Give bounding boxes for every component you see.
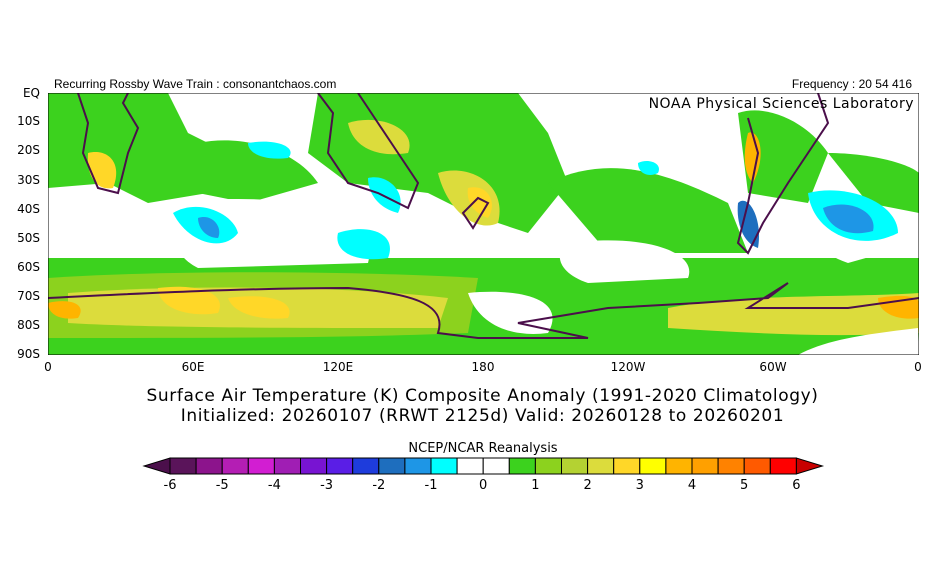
colorbar-swatch bbox=[482, 457, 510, 475]
colorbar-swatch bbox=[743, 457, 771, 475]
x-tick: 60W bbox=[759, 360, 787, 374]
lab-credit: NOAA Physical Sciences Laboratory bbox=[648, 96, 914, 112]
y-tick: 20S bbox=[17, 143, 40, 157]
colorbar-swatch bbox=[508, 457, 536, 475]
positive-anomaly-fill bbox=[48, 93, 919, 355]
colorbar-label: NCEP/NCAR Reanalysis bbox=[408, 441, 558, 456]
x-tick: 120W bbox=[610, 360, 646, 374]
colorbar-swatch bbox=[273, 457, 301, 475]
colorbar-swatch bbox=[352, 457, 380, 475]
colorbar-over-arrow bbox=[795, 457, 825, 475]
colorbar-swatch bbox=[639, 457, 667, 475]
anomaly-map bbox=[48, 93, 919, 355]
colorbar-tick: 0 bbox=[479, 478, 488, 493]
colorbar-tick: 2 bbox=[583, 478, 592, 493]
colorbar-tick: -5 bbox=[215, 478, 229, 493]
colorbar-swatch bbox=[247, 457, 275, 475]
y-tick: 60S bbox=[17, 260, 40, 274]
colorbar-swatch bbox=[665, 457, 693, 475]
map-title: Surface Air Temperature (K) Composite An… bbox=[146, 386, 819, 406]
colorbar-swatch bbox=[561, 457, 589, 475]
y-tick: 50S bbox=[17, 231, 40, 245]
colorbar-under-arrow bbox=[142, 457, 171, 475]
y-tick: 10S bbox=[17, 114, 40, 128]
colorbar-swatch bbox=[691, 457, 719, 475]
colorbar-tick: -1 bbox=[424, 478, 438, 493]
y-tick: 80S bbox=[17, 318, 40, 332]
colorbar-swatch bbox=[534, 457, 562, 475]
colorbar-swatch bbox=[169, 457, 197, 475]
colorbar-tick: -6 bbox=[163, 478, 177, 493]
colorbar-swatch bbox=[326, 457, 354, 475]
x-tick: 0 bbox=[44, 360, 52, 374]
y-tick: EQ bbox=[22, 86, 40, 100]
y-tick: 40S bbox=[17, 202, 40, 216]
colorbar-swatch bbox=[378, 457, 406, 475]
colorbar-swatch bbox=[587, 457, 615, 475]
colorbar-swatch bbox=[195, 457, 223, 475]
negative-anomaly-fill bbox=[173, 141, 898, 260]
x-tick: 120E bbox=[322, 360, 354, 374]
colorbar-swatch bbox=[221, 457, 249, 475]
colorbar-tick: -4 bbox=[267, 478, 281, 493]
source-credit: Recurring Rossby Wave Train : consonantc… bbox=[54, 77, 337, 91]
colorbar-tick: 1 bbox=[531, 478, 540, 493]
colorbar-tick: 5 bbox=[740, 478, 749, 493]
coastlines bbox=[48, 93, 919, 339]
y-tick: 90S bbox=[17, 347, 40, 361]
colorbar-swatch bbox=[769, 457, 797, 475]
colorbar-tick: 4 bbox=[687, 478, 697, 493]
colorbar-tick: 6 bbox=[792, 478, 801, 493]
x-tick: 60E bbox=[181, 360, 205, 374]
frequency-label: Frequency : 20 54 416 bbox=[791, 77, 912, 91]
colorbar-tick: 3 bbox=[635, 478, 644, 493]
x-tick: 180 bbox=[471, 360, 495, 374]
colorbar-swatch bbox=[456, 457, 484, 475]
colorbar-swatch bbox=[300, 457, 328, 475]
colorbar-swatch bbox=[430, 457, 458, 475]
colorbar-tick: -3 bbox=[320, 478, 334, 493]
x-tick: 0 bbox=[914, 360, 922, 374]
colorbar-tick: -2 bbox=[372, 478, 386, 493]
colorbar-swatch bbox=[404, 457, 432, 475]
y-tick: 30S bbox=[17, 173, 40, 187]
colorbar-swatch bbox=[717, 457, 745, 475]
colorbar bbox=[142, 457, 825, 475]
map-subtitle: Initialized: 20260107 (RRWT 2125d) Valid… bbox=[180, 406, 785, 426]
y-tick: 70S bbox=[17, 289, 40, 303]
colorbar-swatch bbox=[613, 457, 641, 475]
